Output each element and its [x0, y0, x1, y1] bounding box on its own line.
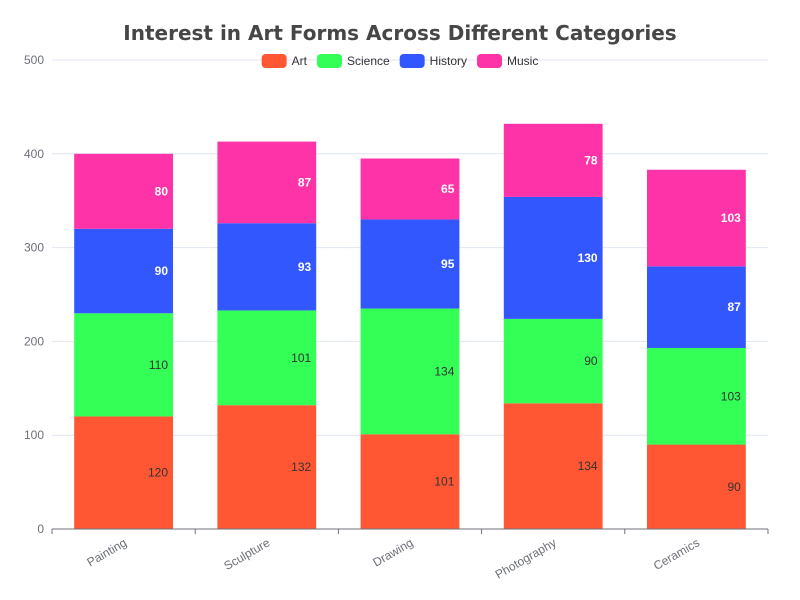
bar-segment[interactable]: [217, 223, 317, 311]
legend-label: Music: [507, 54, 538, 68]
bar-segment[interactable]: [74, 313, 174, 417]
bar-segment[interactable]: [74, 153, 174, 229]
legend-item[interactable]: Science: [316, 54, 390, 68]
bar-segment[interactable]: [360, 308, 460, 435]
bar-value-label: 95: [441, 257, 455, 271]
x-axis: Painting Sculpture Drawing Photography Ceram…: [51, 528, 769, 582]
bar-segment[interactable]: [217, 405, 317, 529]
bar-value-label: 134: [578, 459, 598, 473]
bar-value-label: 101: [291, 351, 311, 365]
bar-value-label: 132: [291, 460, 311, 474]
bar-value-label: 65: [441, 182, 455, 196]
bar-value-label: 80: [155, 184, 169, 198]
chart-title: Interest in Art Forms Across Different C…: [123, 21, 676, 45]
legend-swatch: [477, 54, 503, 68]
bar-value-label: 87: [727, 300, 741, 314]
legend-label: Science: [347, 54, 390, 68]
x-tick-label: Ceramics: [651, 535, 702, 572]
y-tick-label: 0: [37, 522, 44, 536]
bar-value-label: 103: [721, 389, 741, 403]
bar-segment[interactable]: [360, 434, 460, 529]
x-tick-label: Painting: [85, 535, 130, 569]
legend-item[interactable]: Art: [261, 54, 308, 68]
x-tick-label: Drawing: [370, 535, 415, 569]
bar-segment[interactable]: [646, 347, 746, 445]
bar-value-label: 134: [434, 364, 454, 378]
legend[interactable]: Art Science History Music: [261, 54, 539, 68]
bar-segment[interactable]: [217, 141, 317, 224]
bar-segment[interactable]: [360, 158, 460, 220]
bar-segment[interactable]: [503, 318, 603, 404]
bar-value-label: 90: [155, 264, 169, 278]
y-tick-label: 100: [24, 428, 44, 442]
bar-segment[interactable]: [74, 228, 174, 314]
bar-value-label: 103: [721, 211, 741, 225]
bar-segment[interactable]: [503, 403, 603, 529]
bar-value-label: 120: [148, 466, 168, 480]
bars: 120 110 90 80 132 101 93 87 101 134 95 65 134 90 130 78…: [74, 123, 746, 529]
legend-item[interactable]: History: [399, 54, 467, 68]
legend-swatch: [399, 54, 425, 68]
legend-swatch: [261, 54, 287, 68]
x-tick-label: Photography: [493, 535, 559, 581]
bar-segment[interactable]: [217, 310, 317, 406]
y-tick-label: 200: [24, 334, 44, 348]
bar-value-label: 78: [584, 153, 598, 167]
bar-value-label: 93: [298, 260, 312, 274]
y-tick-label: 400: [24, 147, 44, 161]
bar-segment[interactable]: [360, 219, 460, 309]
y-axis: 0 100 200 300 400 500: [24, 53, 44, 536]
bar-segment[interactable]: [74, 416, 174, 529]
y-tick-label: 300: [24, 241, 44, 255]
y-tick-label: 500: [24, 53, 44, 67]
x-tick-label: Sculpture: [221, 535, 272, 573]
bar-value-label: 90: [584, 354, 598, 368]
bar-value-label: 110: [149, 358, 168, 372]
legend-label: Art: [292, 54, 308, 68]
bar-segment[interactable]: [646, 444, 746, 529]
bar-segment[interactable]: [503, 123, 603, 197]
bar-value-label: 87: [298, 175, 312, 189]
bar-value-label: 101: [434, 475, 454, 489]
bar-value-label: 90: [727, 480, 741, 494]
legend-item[interactable]: Music: [477, 54, 538, 68]
legend-swatch: [316, 54, 342, 68]
bar-value-label: 130: [578, 251, 598, 265]
bar-segment[interactable]: [503, 196, 603, 319]
bar-segment[interactable]: [646, 169, 746, 267]
legend-label: History: [430, 54, 467, 68]
bar-segment[interactable]: [646, 266, 746, 348]
